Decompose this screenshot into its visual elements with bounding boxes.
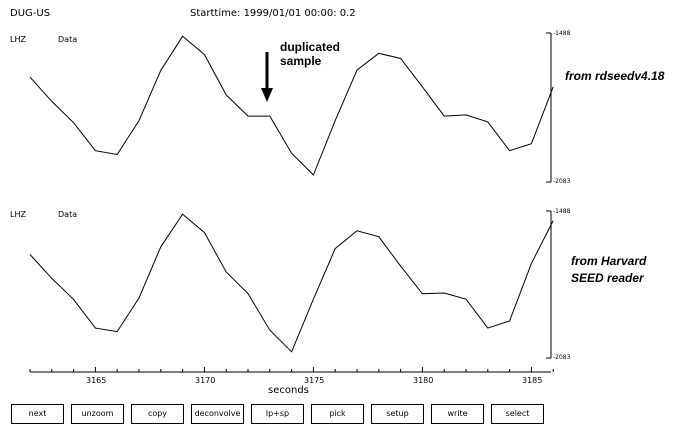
trace2-min-label: -2083: [553, 354, 571, 361]
x-axis-label: seconds: [268, 385, 309, 396]
trace-harvard-line: [29, 213, 554, 353]
trace2-max-label: -1488: [553, 208, 571, 215]
annotation-line2: sample: [280, 54, 322, 68]
trace1-min-label: -2083: [553, 178, 571, 185]
trace1-channel: LHZ: [10, 35, 26, 44]
pick-button[interactable]: pick: [311, 404, 364, 424]
next-button[interactable]: next: [11, 404, 64, 424]
trace2-source-line2: SEED reader: [571, 271, 644, 285]
x-tick-label: 3175: [304, 376, 325, 385]
deconvolve-button[interactable]: deconvolve: [191, 404, 244, 424]
duplicated-sample-arrowhead: [261, 88, 273, 102]
unzoom-button[interactable]: unzoom: [71, 404, 124, 424]
trace-rdseed-line: [29, 35, 554, 176]
copy-button[interactable]: copy: [131, 404, 184, 424]
x-tick-label: 3165: [86, 376, 107, 385]
x-tick-label: 3180: [413, 376, 434, 385]
annotation-line1: duplicated: [280, 40, 341, 54]
select-button[interactable]: select: [491, 404, 544, 424]
trace1-max-label: -1488: [553, 30, 571, 37]
trace2-source-line1: from Harvard: [571, 254, 647, 268]
setup-button[interactable]: setup: [371, 404, 424, 424]
write-button[interactable]: write: [431, 404, 484, 424]
trace1-kind: Data: [58, 35, 78, 44]
lp-sp-button[interactable]: lp+sp: [251, 404, 304, 424]
trace2-kind: Data: [58, 210, 78, 219]
station-name: DUG-US: [10, 8, 51, 19]
start-time: Starttime: 1999/01/01 00:00: 0.2: [190, 8, 356, 19]
x-tick-label: 3170: [195, 376, 216, 385]
x-tick-label: 3185: [522, 376, 543, 385]
trace2-channel: LHZ: [10, 210, 26, 219]
trace1-source: from rdseedv4.18: [565, 69, 665, 83]
